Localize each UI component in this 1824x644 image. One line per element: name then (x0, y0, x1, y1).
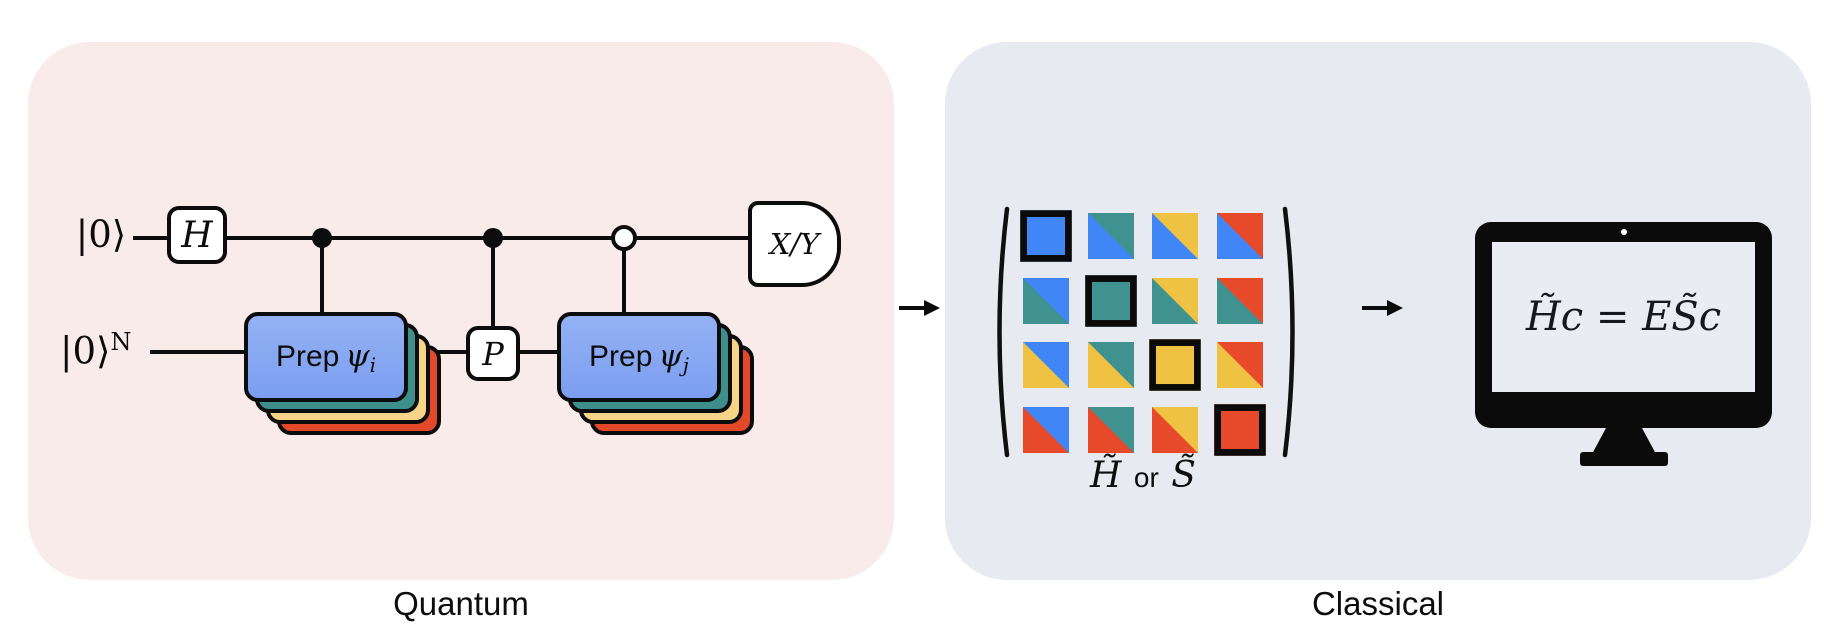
matrix-left-paren (997, 206, 1010, 458)
matrix-cell-0-1 (1087, 213, 1134, 259)
quantum-panel (28, 42, 894, 580)
ket-zero-top: |0⟩ (75, 213, 127, 256)
prep-i-label: Prep (275, 340, 340, 373)
prep-i-gate: Prep ψi (244, 312, 408, 402)
control-line-3 (622, 247, 626, 314)
matrix-cell-1-2 (1152, 277, 1198, 324)
matrix-cell-2-2 (1149, 339, 1201, 391)
quantum-panel-label: Quantum (393, 585, 529, 622)
monitor-stand-base (1580, 452, 1668, 466)
hadamard-gate: H (167, 206, 227, 264)
matrix-cell-1-1 (1084, 274, 1137, 327)
monitor-stand-neck (1592, 428, 1656, 454)
matrix-right-paren (1282, 206, 1295, 458)
matrix-label: H̃ or S̃ (1023, 455, 1263, 496)
control-dot-filled-2 (483, 228, 503, 248)
matrix-cell-3-2 (1152, 406, 1198, 453)
matrix-cell-2-3 (1216, 342, 1263, 388)
prep-j-gate: Prep ψj (557, 312, 721, 402)
matrix-cell-1-0 (1023, 277, 1069, 324)
monitor-screen: H̃c = ES̃c (1492, 242, 1755, 392)
matrix-label-h: H̃ (1090, 455, 1122, 496)
matrix-cell-0-3 (1216, 213, 1263, 259)
eigenvalue-equation: H̃c = ES̃c (1525, 294, 1722, 340)
control-dot-open (611, 225, 637, 251)
classical-panel-label: Classical (1311, 585, 1445, 622)
phase-gate: P (466, 326, 520, 381)
similarity-matrix-grid (1020, 210, 1266, 456)
matrix-label-or: or (1133, 462, 1159, 493)
computer-monitor-icon: H̃c = ES̃c (1475, 222, 1772, 428)
measurement-gate-xy: X/Y (748, 201, 841, 287)
monitor-camera-dot (1620, 229, 1627, 235)
matrix-cell-0-2 (1152, 213, 1198, 259)
prep-j-psi: ψj (658, 337, 689, 377)
arrow-matrix-to-monitor (1362, 300, 1403, 316)
matrix-cell-3-1 (1087, 406, 1134, 453)
arrow-quantum-to-classical (899, 300, 940, 316)
control-line-1 (320, 238, 324, 314)
prep-i-psi: ψi (345, 337, 377, 377)
matrix-cell-3-0 (1023, 406, 1069, 453)
matrix-cell-3-3 (1213, 403, 1266, 456)
matrix-cell-2-0 (1023, 342, 1069, 388)
register-size-superscript: N (110, 328, 132, 356)
matrix-cell-0-0 (1020, 210, 1072, 262)
control-line-2 (491, 238, 495, 328)
prep-j-label: Prep (589, 340, 653, 373)
ket-zero-n: |0⟩N (60, 328, 132, 373)
matrix-label-s: S̃ (1171, 455, 1196, 496)
matrix-cell-1-3 (1216, 277, 1263, 324)
control-dot-filled-1 (312, 228, 332, 248)
matrix-cell-2-1 (1087, 342, 1134, 388)
top-qubit-wire (133, 236, 750, 240)
